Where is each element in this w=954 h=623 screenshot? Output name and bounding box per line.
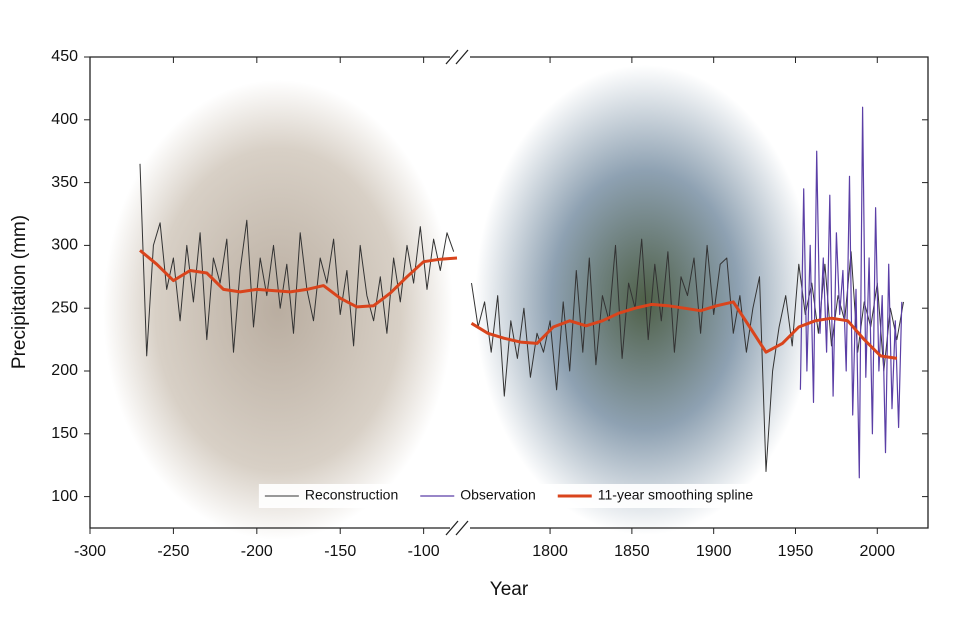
y-tick-label: 450 [51,48,78,65]
x-axis-label: Year [490,579,529,600]
y-tick-label: 200 [51,362,78,379]
y-tick-label: 250 [51,299,78,316]
x-tick-label: -100 [408,543,440,560]
x-tick-label: -300 [74,543,106,560]
data-line [799,106,903,479]
legend-label: 11-year smoothing spline [598,487,754,503]
legend-label: Observation [460,487,535,503]
x-tick-label: 1850 [614,543,650,560]
x-tick-label: 1800 [532,543,568,560]
y-tick-label: 400 [51,111,78,128]
x-tick-label: -200 [241,543,273,560]
legend: Reconstruction Observation 11-year smoothi… [258,484,760,508]
y-tick-label: 350 [51,174,78,191]
x-tick-label: 1950 [778,543,814,560]
photo-background [475,65,815,535]
x-tick-label: 2000 [859,543,895,560]
x-tick-label: -250 [157,543,189,560]
y-tick-label: 150 [51,425,78,442]
x-tick-label: -150 [324,543,356,560]
data-line [139,249,898,360]
y-axis-label: Precipitation (mm) [9,215,30,369]
y-tick-label: 100 [51,488,78,505]
axes-frame [89,49,929,536]
photo-background [103,80,453,540]
legend-label: Reconstruction [305,487,398,503]
x-tick-label: 1900 [696,543,732,560]
legend-box [258,484,760,508]
data-line [139,163,904,472]
y-tick-label: 300 [51,237,78,254]
